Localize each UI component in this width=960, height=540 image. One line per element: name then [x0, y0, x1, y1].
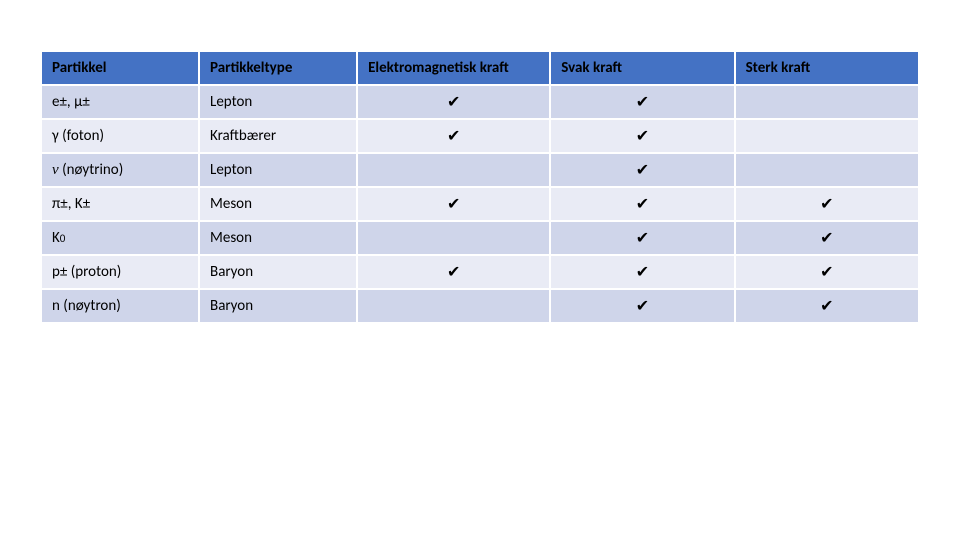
- cell-type: Baryon: [199, 289, 357, 323]
- cell-type: Lepton: [199, 85, 357, 119]
- cell-sterk: [735, 85, 919, 119]
- table-row: e±, μ±Lepton✔✔: [41, 85, 919, 119]
- table-row: p± (proton)Baryon✔✔✔: [41, 255, 919, 289]
- cell-partikkel: e±, μ±: [41, 85, 199, 119]
- table-header-row: PartikkelPartikkeltypeElektromagnetisk k…: [41, 51, 919, 85]
- cell-sterk: [735, 119, 919, 153]
- col-header-em: Elektromagnetisk kraft: [357, 51, 550, 85]
- cell-svak: ✔: [550, 289, 734, 323]
- table-row: γ (foton)Kraftbærer✔✔: [41, 119, 919, 153]
- cell-em: ✔: [357, 85, 550, 119]
- cell-svak: ✔: [550, 85, 734, 119]
- cell-svak: ✔: [550, 119, 734, 153]
- table-row: K0Meson ✔✔: [41, 221, 919, 255]
- cell-partikkel: π±, K±: [41, 187, 199, 221]
- cell-em: ✔: [357, 255, 550, 289]
- cell-type: Meson: [199, 187, 357, 221]
- cell-sterk: ✔: [735, 187, 919, 221]
- cell-em: [357, 153, 550, 187]
- col-header-sterk: Sterk kraft: [735, 51, 919, 85]
- cell-em: ✔: [357, 119, 550, 153]
- cell-type: Baryon: [199, 255, 357, 289]
- cell-sterk: ✔: [735, 221, 919, 255]
- particle-table: PartikkelPartikkeltypeElektromagnetisk k…: [40, 50, 920, 324]
- cell-em: [357, 221, 550, 255]
- cell-type: Lepton: [199, 153, 357, 187]
- cell-em: [357, 289, 550, 323]
- col-header-svak: Svak kraft: [550, 51, 734, 85]
- cell-sterk: ✔: [735, 289, 919, 323]
- cell-sterk: ✔: [735, 255, 919, 289]
- cell-partikkel: p± (proton): [41, 255, 199, 289]
- table-row: n (nøytron)Baryon ✔✔: [41, 289, 919, 323]
- cell-em: ✔: [357, 187, 550, 221]
- cell-svak: ✔: [550, 221, 734, 255]
- cell-partikkel: ν (nøytrino): [41, 153, 199, 187]
- cell-svak: ✔: [550, 255, 734, 289]
- table-row: π±, K±Meson✔✔✔: [41, 187, 919, 221]
- col-header-partikkel: Partikkel: [41, 51, 199, 85]
- cell-sterk: [735, 153, 919, 187]
- cell-type: Kraftbærer: [199, 119, 357, 153]
- cell-svak: ✔: [550, 187, 734, 221]
- cell-partikkel: n (nøytron): [41, 289, 199, 323]
- col-header-type: Partikkeltype: [199, 51, 357, 85]
- cell-svak: ✔: [550, 153, 734, 187]
- cell-partikkel: K0: [41, 221, 199, 255]
- cell-type: Meson: [199, 221, 357, 255]
- cell-partikkel: γ (foton): [41, 119, 199, 153]
- table-body: e±, μ±Lepton✔✔γ (foton)Kraftbærer✔✔ν (nø…: [41, 85, 919, 323]
- table-row: ν (nøytrino)Lepton ✔: [41, 153, 919, 187]
